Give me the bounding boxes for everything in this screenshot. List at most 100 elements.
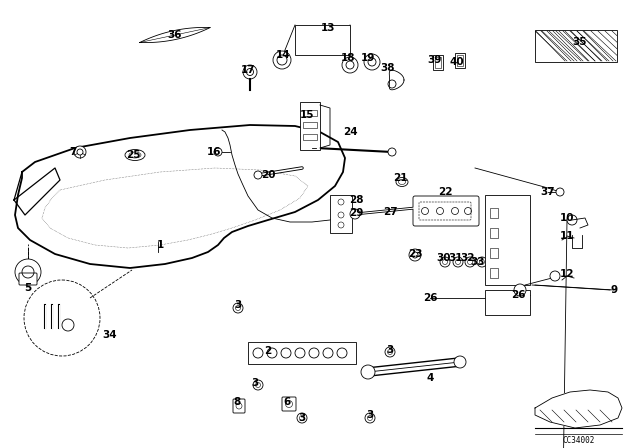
Circle shape	[550, 271, 560, 281]
Circle shape	[297, 413, 307, 423]
Bar	[490, 228, 498, 238]
Text: CC34002: CC34002	[563, 435, 595, 444]
Text: 35: 35	[573, 37, 588, 47]
Text: 1: 1	[156, 240, 164, 250]
Circle shape	[214, 148, 222, 156]
Text: 3: 3	[252, 378, 259, 388]
Text: 33: 33	[471, 257, 485, 267]
Text: 3: 3	[387, 345, 394, 355]
Text: 38: 38	[381, 63, 396, 73]
Text: 37: 37	[541, 187, 556, 197]
Circle shape	[454, 356, 466, 368]
Bar	[435, 57, 441, 68]
Bar	[485, 195, 530, 285]
Text: 25: 25	[125, 150, 140, 160]
Text: 3: 3	[298, 413, 306, 423]
Circle shape	[62, 319, 74, 331]
FancyBboxPatch shape	[282, 397, 296, 411]
Circle shape	[388, 148, 396, 156]
Circle shape	[253, 380, 263, 390]
Text: 15: 15	[300, 110, 314, 120]
Bar	[295, 25, 350, 55]
Circle shape	[409, 249, 421, 261]
Text: 22: 22	[438, 187, 452, 197]
FancyBboxPatch shape	[19, 273, 37, 285]
Circle shape	[361, 365, 375, 379]
Text: 11: 11	[560, 231, 574, 241]
Text: 27: 27	[383, 207, 397, 217]
Circle shape	[273, 51, 291, 69]
Circle shape	[567, 215, 577, 225]
Polygon shape	[535, 390, 622, 428]
Circle shape	[385, 347, 395, 357]
Circle shape	[453, 257, 463, 267]
Text: 8: 8	[234, 397, 241, 407]
Text: 30: 30	[436, 253, 451, 263]
Text: 40: 40	[450, 57, 464, 67]
Text: 3: 3	[366, 410, 374, 420]
Bar	[330, 195, 352, 233]
Text: 36: 36	[168, 30, 182, 40]
Text: 26: 26	[511, 290, 525, 300]
Bar	[490, 268, 498, 278]
Text: 16: 16	[207, 147, 221, 157]
Bar	[485, 290, 530, 315]
Circle shape	[243, 65, 257, 79]
Text: 13: 13	[321, 23, 335, 33]
Text: 26: 26	[423, 293, 437, 303]
Text: 7: 7	[69, 147, 77, 157]
Text: 3: 3	[234, 300, 242, 310]
Text: 12: 12	[560, 269, 574, 279]
Text: 28: 28	[349, 195, 364, 205]
Text: 20: 20	[260, 170, 275, 180]
Circle shape	[233, 303, 243, 313]
Bar	[455, 53, 465, 68]
Text: 17: 17	[241, 65, 255, 75]
Circle shape	[77, 149, 83, 155]
Text: 4: 4	[426, 373, 434, 383]
Text: 34: 34	[102, 330, 117, 340]
Bar	[303, 110, 317, 116]
Circle shape	[365, 413, 375, 423]
Bar	[300, 102, 320, 150]
Text: 21: 21	[393, 173, 407, 183]
Text: 39: 39	[428, 55, 442, 65]
Polygon shape	[140, 27, 210, 43]
Bar	[248, 342, 356, 364]
Circle shape	[254, 171, 262, 179]
Text: 9: 9	[611, 285, 618, 295]
Circle shape	[350, 209, 360, 219]
Polygon shape	[389, 70, 404, 90]
Text: 2: 2	[264, 346, 271, 356]
Bar	[303, 122, 317, 128]
FancyBboxPatch shape	[535, 30, 617, 62]
Text: 5: 5	[24, 283, 31, 293]
Text: 23: 23	[408, 249, 422, 259]
Text: 29: 29	[349, 208, 363, 218]
Circle shape	[74, 146, 86, 158]
Circle shape	[477, 257, 487, 267]
Bar	[490, 208, 498, 218]
Text: 31: 31	[449, 253, 463, 263]
Text: 18: 18	[340, 53, 355, 63]
Bar	[433, 55, 443, 70]
Circle shape	[465, 257, 475, 267]
Circle shape	[514, 284, 526, 296]
Text: 32: 32	[461, 253, 476, 263]
Circle shape	[440, 257, 450, 267]
Text: 10: 10	[560, 213, 574, 223]
Text: 24: 24	[342, 127, 357, 137]
Ellipse shape	[396, 177, 408, 186]
Bar	[303, 134, 317, 140]
FancyBboxPatch shape	[413, 196, 479, 226]
Circle shape	[364, 54, 380, 70]
Text: 19: 19	[361, 53, 375, 63]
Text: 6: 6	[284, 397, 291, 407]
Circle shape	[556, 188, 564, 196]
Bar	[457, 55, 463, 66]
Ellipse shape	[125, 150, 145, 160]
Circle shape	[15, 259, 41, 285]
Bar	[490, 248, 498, 258]
Text: 14: 14	[276, 50, 291, 60]
Circle shape	[342, 57, 358, 73]
